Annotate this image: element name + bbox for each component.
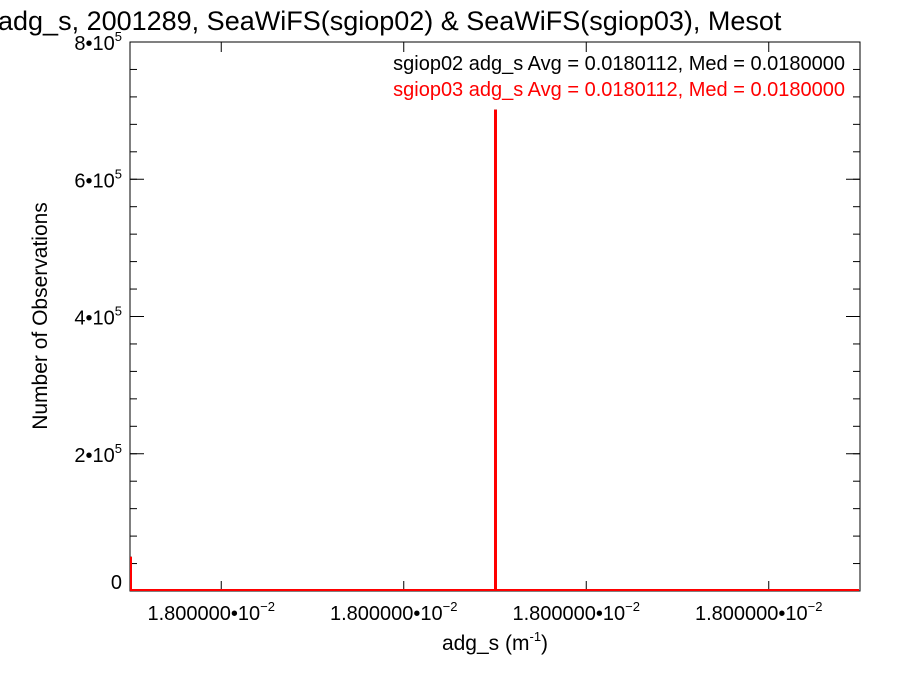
- x-axis-label-text: adg_s (m: [442, 632, 530, 655]
- x-tick-label-exponent: −2: [443, 599, 458, 614]
- legend-entry: sgiop02 adg_s Avg = 0.0180112, Med = 0.0…: [393, 53, 845, 75]
- x-tick-label-mantissa: 1.800000•10: [148, 603, 261, 625]
- y-tick-label-mantissa: 4•10: [74, 308, 114, 330]
- series-layer: [130, 109, 859, 591]
- y-tick-label-mantissa: 0: [111, 572, 122, 594]
- y-tick-label: 2•105: [74, 441, 122, 467]
- x-axis-label: adg_s (m-1): [442, 629, 548, 655]
- y-tick-label: 0: [111, 572, 122, 594]
- x-tick-label-exponent: −2: [625, 599, 640, 614]
- x-tick-label-exponent: −2: [808, 599, 823, 614]
- x-axis-label-close: ): [541, 632, 548, 655]
- y-axis-label: Number of Observations: [29, 202, 52, 430]
- y-tick-label-mantissa: 8•10: [74, 33, 114, 55]
- legend-entry: sgiop03 adg_s Avg = 0.0180112, Med = 0.0…: [393, 79, 845, 101]
- x-tick-label-mantissa: 1.800000•10: [513, 603, 626, 625]
- x-tick-label-mantissa: 1.800000•10: [695, 603, 808, 625]
- x-tick-label-exponent: −2: [260, 599, 275, 614]
- x-tick-label: 1.800000•10−2: [695, 599, 823, 625]
- y-tick-label-exponent: 5: [115, 304, 122, 319]
- y-tick-label-mantissa: 6•10: [74, 170, 114, 192]
- x-tick-label: 1.800000•10−2: [513, 599, 641, 625]
- y-tick-label-exponent: 5: [115, 441, 122, 456]
- legend: sgiop02 adg_s Avg = 0.0180112, Med = 0.0…: [393, 53, 845, 101]
- x-axis-label-exponent: -1: [529, 629, 541, 644]
- y-tick-label-exponent: 5: [115, 29, 122, 44]
- y-tick-label: 8•105: [74, 29, 122, 55]
- y-tick-label: 4•105: [74, 304, 122, 330]
- series-histogram-sgiop03-adg_s: [130, 109, 859, 591]
- y-tick-label-mantissa: 2•10: [74, 445, 114, 467]
- chart-title: adg_s, 2001289, SeaWiFS(sgiop02) & SeaWi…: [0, 6, 782, 36]
- x-tick-label-mantissa: 1.800000•10: [330, 603, 443, 625]
- y-tick-label: 6•105: [74, 166, 122, 192]
- y-tick-label-exponent: 5: [115, 166, 122, 181]
- x-tick-label: 1.800000•10−2: [330, 599, 458, 625]
- x-tick-label: 1.800000•10−2: [148, 599, 276, 625]
- x-tick-labels: 1.800000•10−2 1.800000•10−2 1.800000•10−2 1…: [148, 599, 823, 625]
